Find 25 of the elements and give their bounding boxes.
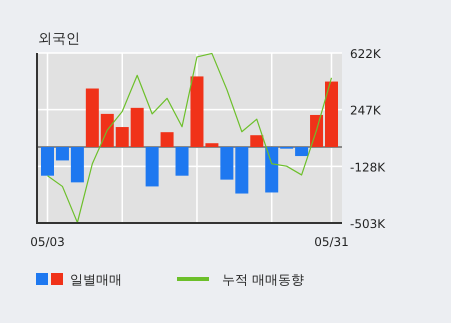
bar [250, 135, 264, 147]
bar [160, 132, 174, 147]
legend-label: 누적 매매동향 [222, 273, 304, 288]
bar [41, 146, 54, 176]
bar [265, 146, 278, 192]
bar [295, 146, 308, 156]
legend-label: 일별매매 [70, 273, 122, 288]
ytick: -503K [350, 217, 386, 231]
bar [205, 143, 218, 147]
x-tick-label: 05/31 [314, 235, 349, 249]
bar [190, 76, 204, 147]
ytick: 247K [350, 104, 381, 118]
x-tick-label: 05/03 [30, 235, 65, 249]
bar [146, 146, 159, 186]
ytick: -128K [350, 160, 386, 174]
bar [130, 108, 144, 147]
bar [325, 82, 338, 147]
bar [70, 146, 84, 182]
chart-title: 외국인 [38, 31, 80, 47]
bar [176, 146, 189, 176]
bar [220, 146, 234, 180]
ytick: 622K [350, 47, 381, 61]
bar [56, 146, 69, 160]
bar [86, 88, 99, 147]
bar [235, 146, 248, 194]
